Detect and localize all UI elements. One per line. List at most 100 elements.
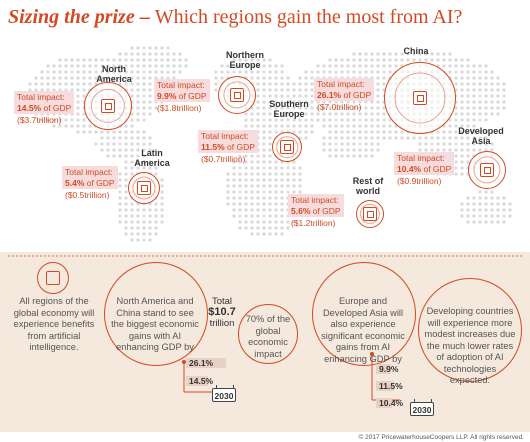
map-dot — [256, 64, 260, 68]
map-dot — [310, 106, 314, 110]
map-dot — [460, 106, 464, 110]
map-dot — [64, 124, 68, 128]
map-dot — [484, 88, 488, 92]
map-dot — [76, 118, 80, 122]
ai-chip-icon — [230, 88, 244, 102]
map-dot — [136, 70, 140, 74]
map-dot — [358, 142, 362, 146]
map-dot — [82, 124, 86, 128]
map-dot — [466, 208, 470, 212]
map-dot — [76, 70, 80, 74]
map-dot — [250, 76, 254, 80]
map-dot — [274, 106, 278, 110]
map-dot — [130, 70, 134, 74]
map-dot — [280, 106, 284, 110]
map-dot — [274, 202, 278, 206]
map-dot — [364, 118, 368, 122]
year-calendar-right: 2030 — [410, 399, 434, 416]
map-dot — [352, 130, 356, 134]
map-dot — [478, 82, 482, 86]
map-dot — [112, 142, 116, 146]
map-dot — [130, 88, 134, 92]
total-value: Total $10.7 trillion — [204, 296, 240, 329]
map-dot — [286, 76, 290, 80]
map-dot — [298, 82, 302, 86]
map-dot — [250, 70, 254, 74]
map-dot — [502, 100, 506, 104]
map-dot — [76, 112, 80, 116]
map-dot — [160, 214, 164, 218]
map-dot — [112, 154, 116, 158]
map-dot — [244, 202, 248, 206]
map-dot — [94, 64, 98, 68]
map-dot — [76, 124, 80, 128]
map-dot — [118, 190, 122, 194]
map-dot — [376, 82, 380, 86]
map-dot — [268, 226, 272, 230]
map-dot — [142, 82, 146, 86]
map-dot — [118, 214, 122, 218]
map-dot — [490, 82, 494, 86]
map-dot — [88, 70, 92, 74]
map-dot — [460, 154, 464, 158]
map-dot — [502, 82, 506, 86]
map-dot — [262, 178, 266, 182]
map-dot — [328, 112, 332, 116]
map-dot — [334, 130, 338, 134]
impact-label-rest-of-world: Total impact: 5.6% of GDP — [288, 194, 344, 217]
map-dot — [142, 232, 146, 236]
map-dot — [232, 166, 236, 170]
map-dot — [340, 136, 344, 140]
map-dot — [256, 100, 260, 104]
map-dot — [280, 124, 284, 128]
impact-amount-latin-america: ($0.5trillion) — [65, 190, 110, 200]
map-dot — [340, 118, 344, 122]
map-dot — [160, 184, 164, 188]
ai-chip-icon — [101, 99, 115, 113]
map-dot — [364, 52, 368, 56]
map-dot — [130, 82, 134, 86]
map-dot — [154, 208, 158, 212]
map-dot — [136, 226, 140, 230]
map-dot — [484, 142, 488, 146]
map-dot — [94, 76, 98, 80]
map-dot — [142, 238, 146, 242]
map-dot — [232, 58, 236, 62]
map-dot — [268, 64, 272, 68]
map-dot — [370, 112, 374, 116]
map-dot — [238, 220, 242, 224]
map-dot — [268, 76, 272, 80]
map-dot — [466, 136, 470, 140]
map-dot — [52, 76, 56, 80]
map-dot — [142, 136, 146, 140]
map-dot — [250, 154, 254, 158]
map-dot — [142, 76, 146, 80]
map-dot — [460, 118, 464, 122]
map-dot — [298, 178, 302, 182]
map-dot — [376, 136, 380, 140]
map-dot — [364, 100, 368, 104]
map-dot — [394, 52, 398, 56]
map-dot — [256, 208, 260, 212]
map-dot — [118, 70, 122, 74]
map-dot — [304, 136, 308, 140]
map-dot — [148, 142, 152, 146]
map-dot — [334, 154, 338, 158]
map-dot — [310, 82, 314, 86]
map-dot — [136, 232, 140, 236]
map-dot — [244, 70, 248, 74]
map-dot — [322, 112, 326, 116]
map-dot — [280, 118, 284, 122]
map-dot — [370, 100, 374, 104]
percentage-bar: 14.5% — [186, 376, 246, 386]
percentage-bar-fill — [186, 358, 226, 368]
map-dot — [358, 106, 362, 110]
map-dot — [430, 142, 434, 146]
map-dot — [442, 136, 446, 140]
map-dot — [136, 52, 140, 56]
map-dot — [388, 70, 392, 74]
percentage-bar: 10.4% — [376, 398, 436, 408]
map-dot — [310, 130, 314, 134]
map-dot — [112, 64, 116, 68]
map-dot — [358, 58, 362, 62]
